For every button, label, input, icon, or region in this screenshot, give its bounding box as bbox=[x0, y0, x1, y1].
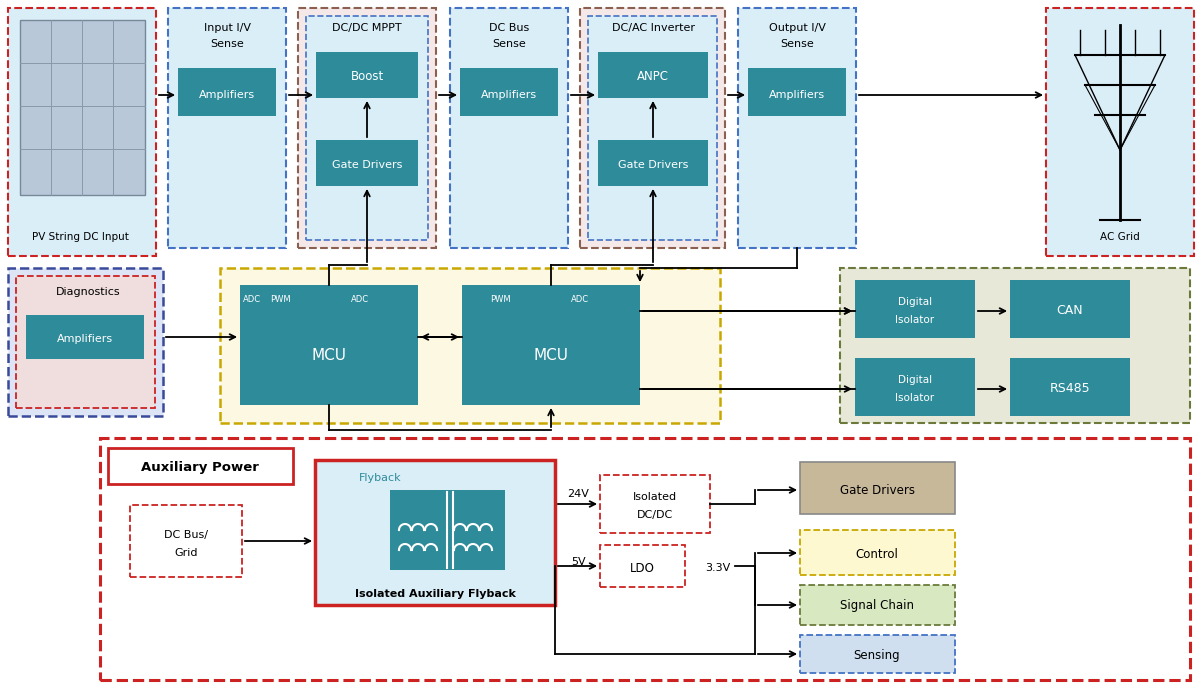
Bar bbox=[220, 268, 720, 423]
Bar bbox=[800, 635, 955, 673]
Text: Auxiliary Power: Auxiliary Power bbox=[142, 462, 259, 475]
Text: Amplifiers: Amplifiers bbox=[56, 334, 113, 344]
Text: Isolated: Isolated bbox=[632, 492, 677, 502]
Text: Isolator: Isolator bbox=[895, 393, 935, 403]
Text: MCU: MCU bbox=[534, 347, 569, 363]
Text: PWM: PWM bbox=[270, 295, 290, 304]
Bar bbox=[460, 68, 558, 116]
Text: Boost: Boost bbox=[350, 71, 384, 84]
Text: CAN: CAN bbox=[1057, 304, 1084, 318]
Text: Isolator: Isolator bbox=[895, 315, 935, 325]
Bar bbox=[298, 8, 436, 248]
Bar bbox=[600, 545, 685, 587]
Bar bbox=[462, 285, 640, 405]
Bar bbox=[598, 140, 708, 186]
Text: Sense: Sense bbox=[492, 39, 526, 49]
Bar bbox=[100, 438, 1190, 680]
Bar bbox=[600, 475, 710, 533]
Bar bbox=[854, 358, 974, 416]
Text: ADC: ADC bbox=[571, 295, 589, 304]
Bar bbox=[8, 268, 163, 416]
Bar bbox=[130, 505, 242, 577]
Text: Sensing: Sensing bbox=[853, 650, 900, 662]
Text: DC/DC: DC/DC bbox=[637, 510, 673, 520]
Text: Input I/V: Input I/V bbox=[204, 23, 251, 33]
Text: Control: Control bbox=[856, 547, 899, 561]
Bar bbox=[840, 268, 1190, 423]
Bar bbox=[314, 460, 554, 605]
Text: DC/AC Inverter: DC/AC Inverter bbox=[612, 23, 695, 33]
Text: Flyback: Flyback bbox=[359, 473, 401, 483]
Bar bbox=[108, 448, 293, 484]
Bar bbox=[316, 52, 418, 98]
Bar bbox=[178, 68, 276, 116]
Bar bbox=[598, 52, 708, 98]
Bar bbox=[1010, 358, 1130, 416]
Bar bbox=[450, 8, 568, 248]
Text: Sense: Sense bbox=[780, 39, 814, 49]
Bar bbox=[168, 8, 286, 248]
Bar bbox=[20, 20, 145, 195]
Text: Gate Drivers: Gate Drivers bbox=[840, 484, 914, 496]
Text: PWM: PWM bbox=[490, 295, 510, 304]
Bar bbox=[588, 16, 718, 240]
Bar bbox=[16, 276, 155, 408]
Bar bbox=[306, 16, 428, 240]
Bar bbox=[26, 315, 144, 359]
Text: Gate Drivers: Gate Drivers bbox=[618, 160, 688, 170]
Bar bbox=[738, 8, 856, 248]
Text: 5V: 5V bbox=[571, 557, 586, 567]
Text: Isolated Auxiliary Flyback: Isolated Auxiliary Flyback bbox=[354, 589, 516, 599]
Text: Digital: Digital bbox=[898, 297, 932, 307]
Bar bbox=[1010, 280, 1130, 338]
Text: Gate Drivers: Gate Drivers bbox=[332, 160, 402, 170]
Text: PV String DC Input: PV String DC Input bbox=[31, 232, 128, 242]
Text: Amplifiers: Amplifiers bbox=[199, 90, 256, 100]
Bar bbox=[854, 280, 974, 338]
Bar bbox=[390, 490, 505, 570]
Bar bbox=[800, 585, 955, 625]
Text: RS485: RS485 bbox=[1050, 383, 1091, 396]
Text: Grid: Grid bbox=[174, 548, 198, 558]
Text: DC Bus: DC Bus bbox=[488, 23, 529, 33]
Text: Signal Chain: Signal Chain bbox=[840, 599, 914, 612]
Bar bbox=[240, 285, 418, 405]
Text: Amplifiers: Amplifiers bbox=[481, 90, 538, 100]
Text: LDO: LDO bbox=[630, 561, 654, 574]
Text: Amplifiers: Amplifiers bbox=[769, 90, 826, 100]
Bar bbox=[316, 140, 418, 186]
Bar bbox=[580, 8, 725, 248]
Bar bbox=[800, 462, 955, 514]
Text: DC Bus/: DC Bus/ bbox=[164, 530, 208, 540]
Text: ANPC: ANPC bbox=[637, 71, 670, 84]
Text: Digital: Digital bbox=[898, 375, 932, 385]
Bar bbox=[8, 8, 156, 256]
Bar bbox=[800, 530, 955, 575]
Text: AC Grid: AC Grid bbox=[1100, 232, 1140, 242]
Text: Sense: Sense bbox=[210, 39, 244, 49]
Text: Diagnostics: Diagnostics bbox=[55, 287, 120, 297]
Text: 24V: 24V bbox=[568, 489, 589, 499]
Text: ADC: ADC bbox=[242, 295, 262, 304]
Text: MCU: MCU bbox=[312, 347, 347, 363]
Text: 3.3V: 3.3V bbox=[706, 563, 731, 573]
Bar bbox=[748, 68, 846, 116]
Text: Output I/V: Output I/V bbox=[768, 23, 826, 33]
Bar bbox=[1046, 8, 1194, 256]
Text: DC/DC MPPT: DC/DC MPPT bbox=[332, 23, 402, 33]
Text: ADC: ADC bbox=[350, 295, 370, 304]
